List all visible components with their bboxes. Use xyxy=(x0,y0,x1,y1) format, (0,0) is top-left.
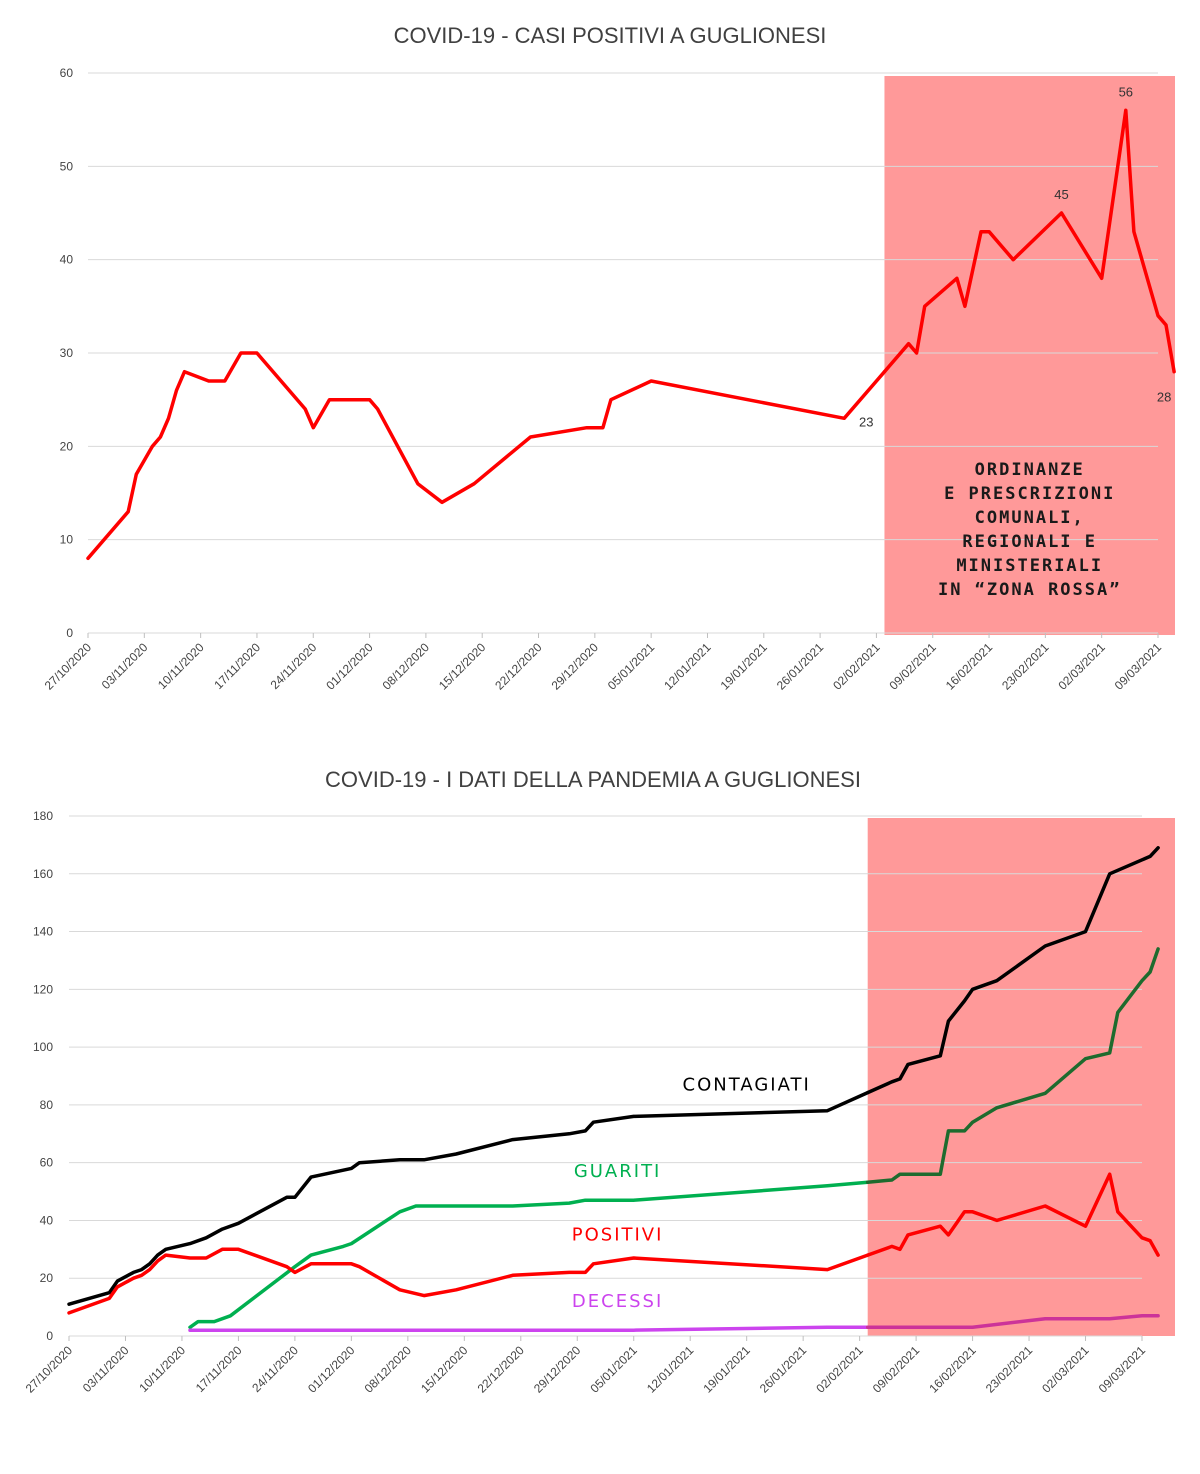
data-label: 56 xyxy=(1119,84,1133,99)
x-tick-label: 10/11/2020 xyxy=(155,640,207,692)
series-line-contagiati-zone xyxy=(865,846,1160,1095)
x-tick-label: 27/10/2020 xyxy=(23,1343,76,1396)
x-tick-label: 24/11/2020 xyxy=(268,640,320,692)
x-tick-label: 22/12/2020 xyxy=(475,1343,528,1396)
y-tick-label: 10 xyxy=(60,533,74,547)
data-label: 23 xyxy=(859,414,873,429)
x-tick-label: 08/12/2020 xyxy=(380,640,433,693)
x-tick-label: 26/01/2021 xyxy=(774,640,827,693)
y-tick-label: 0 xyxy=(46,1329,53,1343)
zona-rossa-text-line: IN “ZONA ROSSA” xyxy=(938,580,1122,600)
series-line-decessi-zone xyxy=(865,1314,1160,1330)
series-label-decessi: DECESSI xyxy=(572,1291,663,1312)
x-tick-label: 27/10/2020 xyxy=(42,640,95,693)
x-tick-label: 23/02/2021 xyxy=(999,640,1052,693)
series-line-positivi xyxy=(86,351,887,561)
x-tick-label: 19/01/2021 xyxy=(700,1343,753,1396)
chart-positive-cases: COVID-19 - CASI POSITIVI A GUGLIONESI 01… xyxy=(42,23,1176,693)
series-line-guariti xyxy=(188,1180,870,1330)
x-tick-label: 26/01/2021 xyxy=(757,1343,810,1396)
x-tick-label: 03/11/2020 xyxy=(99,640,151,692)
x-tick-label: 01/12/2020 xyxy=(323,640,376,693)
y-tick-label: 0 xyxy=(66,626,73,640)
x-tick-label: 09/02/2021 xyxy=(886,640,939,693)
x-tick-label: 09/03/2021 xyxy=(1112,640,1165,693)
chart-title: COVID-19 - CASI POSITIVI A GUGLIONESI xyxy=(394,23,827,48)
x-tick-label: 15/12/2020 xyxy=(436,640,489,693)
x-tick-label: 02/02/2021 xyxy=(830,640,883,693)
zona-rossa-text-line: COMUNALI, xyxy=(975,508,1085,528)
y-tick-label: 40 xyxy=(40,1213,54,1227)
x-tick-label: 10/11/2020 xyxy=(136,1343,188,1395)
y-tick-label: 180 xyxy=(33,809,53,823)
x-tick-label: 15/12/2020 xyxy=(418,1343,471,1396)
chart-title: COVID-19 - I DATI DELLA PANDEMIA A GUGLI… xyxy=(325,767,861,792)
x-tick-label: 22/12/2020 xyxy=(492,640,545,693)
y-tick-label: 30 xyxy=(60,346,74,360)
x-tick-label: 08/12/2020 xyxy=(362,1343,415,1396)
series-line-decessi xyxy=(188,1325,870,1332)
y-tick-label: 60 xyxy=(60,66,74,80)
y-tick-label: 20 xyxy=(40,1271,54,1285)
x-tick-label: 16/02/2021 xyxy=(943,640,996,693)
series-label-contagiati: CONTAGIATI xyxy=(683,1074,811,1095)
x-tick-label: 09/03/2021 xyxy=(1096,1343,1149,1396)
zona-rossa-text-line: REGIONALI E xyxy=(962,532,1097,552)
x-tick-label: 03/11/2020 xyxy=(80,1343,132,1395)
data-label: 45 xyxy=(1054,187,1068,202)
x-tick-label: 29/12/2020 xyxy=(531,1343,584,1396)
x-tick-label: 05/01/2021 xyxy=(605,640,658,693)
x-tick-label: 16/02/2021 xyxy=(926,1343,979,1396)
y-tick-label: 20 xyxy=(60,439,74,453)
x-tick-label: 02/03/2021 xyxy=(1055,640,1108,693)
y-tick-label: 160 xyxy=(33,867,53,881)
series-line-guariti-zone xyxy=(865,947,1160,1184)
y-tick-label: 40 xyxy=(60,253,74,267)
data-label: 28 xyxy=(1157,390,1171,405)
y-tick-label: 80 xyxy=(40,1098,54,1112)
y-tick-label: 100 xyxy=(33,1040,53,1054)
series-line-positivi-zone xyxy=(882,108,1176,374)
x-tick-label: 17/11/2020 xyxy=(211,640,263,692)
x-tick-label: 02/02/2021 xyxy=(813,1343,866,1396)
zona-rossa-region xyxy=(867,818,1175,1336)
series-line-positivi xyxy=(67,1247,870,1315)
zona-rossa-region xyxy=(884,76,1175,635)
zona-rossa-text-line: MINISTERIALI xyxy=(956,556,1103,576)
x-tick-label: 17/11/2020 xyxy=(193,1343,245,1395)
x-tick-label: 29/12/2020 xyxy=(549,640,602,693)
x-tick-label: 19/01/2021 xyxy=(718,640,771,693)
y-tick-label: 50 xyxy=(60,159,74,173)
x-tick-label: 12/01/2021 xyxy=(661,640,714,693)
x-tick-label: 01/12/2020 xyxy=(305,1343,358,1396)
y-tick-label: 120 xyxy=(33,982,53,996)
series-line-positivi-zone xyxy=(865,1172,1160,1257)
series-label-positivi: POSITIVI xyxy=(572,1225,664,1246)
x-tick-label: 09/02/2021 xyxy=(870,1343,923,1396)
y-tick-label: 60 xyxy=(40,1156,54,1170)
chart-pandemic-data: COVID-19 - I DATI DELLA PANDEMIA A GUGLI… xyxy=(23,767,1175,1396)
x-tick-label: 12/01/2021 xyxy=(644,1343,697,1396)
x-tick-label: 05/01/2021 xyxy=(587,1343,640,1396)
zona-rossa-text-line: E PRESCRIZIONI xyxy=(944,484,1115,504)
series-label-guariti: GUARITI xyxy=(574,1161,662,1182)
zona-rossa-text-line: ORDINANZE xyxy=(975,460,1085,480)
x-tick-label: 02/03/2021 xyxy=(1039,1343,1092,1396)
y-tick-label: 140 xyxy=(33,925,53,939)
x-tick-label: 24/11/2020 xyxy=(249,1343,301,1395)
x-tick-label: 23/02/2021 xyxy=(983,1343,1036,1396)
series-line-contagiati xyxy=(67,1090,870,1306)
